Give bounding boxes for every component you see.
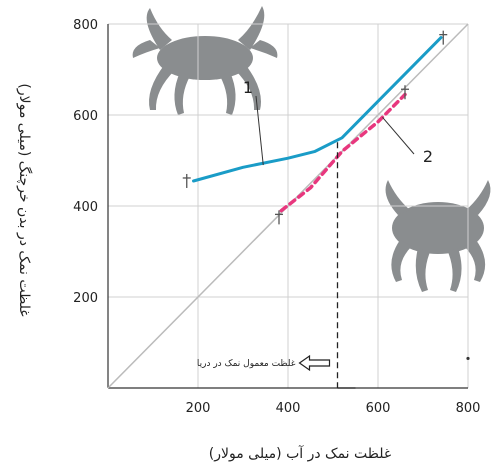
data-point-marker — [439, 30, 448, 45]
x-tick-labels: 200 400 600 800 — [186, 401, 481, 416]
y-tick-label: 200 — [73, 291, 98, 306]
axes — [107, 24, 468, 389]
series-line-1 — [192, 36, 443, 183]
x-tick-label: 800 — [456, 401, 481, 416]
x-axis-label: غلظت نمک در آب (میلی مولار) — [209, 445, 391, 462]
annotations: غلظت معمول نمک در دریا 1 2 — [197, 78, 470, 389]
reference-line — [107, 23, 469, 389]
grid-lines — [108, 23, 469, 388]
y-tick-labels: 200 400 600 800 — [73, 18, 98, 306]
x-tick-label: 400 — [276, 401, 301, 416]
small-dot — [466, 356, 470, 361]
x-tick-label: 600 — [366, 401, 391, 416]
series-1-leader — [255, 95, 264, 166]
series-2-label: 2 — [423, 147, 433, 166]
reference-line-path — [107, 23, 469, 389]
series-1-label: 1 — [243, 78, 253, 97]
x-tick-label: 200 — [186, 401, 211, 416]
data-point-marker — [401, 85, 409, 100]
crab-silhouette-icon — [385, 180, 491, 292]
series-layer — [192, 36, 443, 213]
series-line-2 — [279, 92, 407, 213]
data-point-marker — [275, 210, 283, 225]
y-tick-label: 600 — [73, 109, 98, 124]
seawater-arrow-icon — [298, 354, 331, 372]
seawater-label: غلظت معمول نمک در دریا — [197, 359, 296, 369]
y-tick-label: 400 — [73, 200, 98, 215]
y-tick-label: 800 — [73, 18, 98, 33]
data-point-marker — [182, 173, 191, 188]
marker-layer — [182, 30, 448, 225]
series-2-leader — [382, 116, 415, 155]
crab-silhouette-icon — [132, 6, 278, 115]
y-axis-label: غلظت نمک در بدن خرچنگ (میلی مولار) — [16, 83, 33, 316]
